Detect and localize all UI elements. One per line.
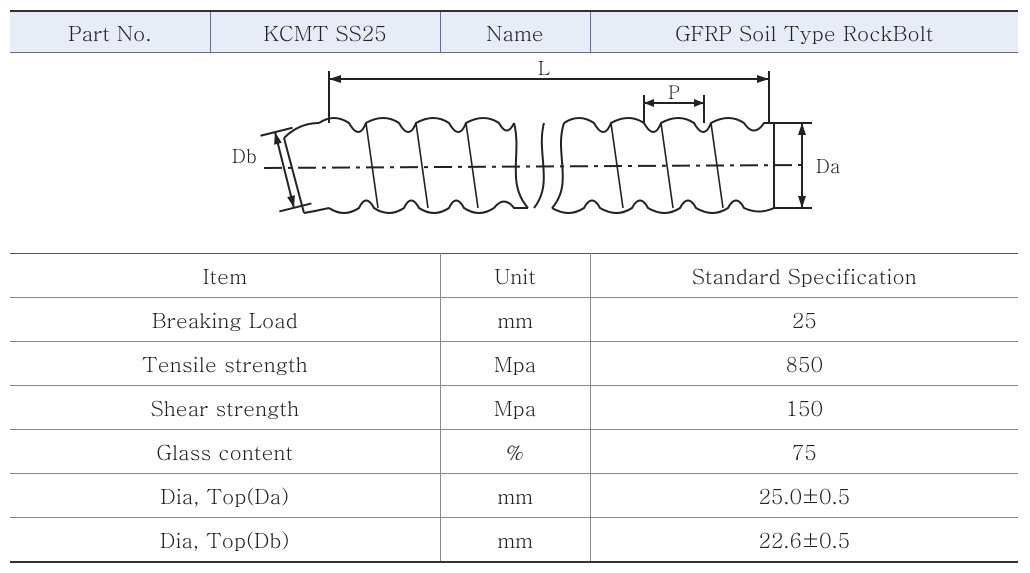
spec-unit: Mpa (440, 341, 590, 385)
spec-item: Breaking Load (10, 297, 440, 341)
spec-value: 75 (590, 429, 1018, 473)
spec-item: Dia, Top(Db) (10, 517, 440, 561)
name-value: GFRP Soil Type RockBolt (590, 12, 1018, 52)
spec-unit: mm (440, 473, 590, 517)
col-std: Standard Specification (590, 253, 1018, 297)
dim-l-label: L (538, 54, 550, 81)
spec-value: 25.0±0.5 (590, 473, 1018, 517)
dim-da-label: Da (816, 152, 840, 179)
spec-unit: % (440, 429, 590, 473)
part-no-label: Part No. (10, 12, 210, 52)
spec-unit: mm (440, 517, 590, 561)
spec-value: 850 (590, 341, 1018, 385)
dim-p-label: P (668, 80, 680, 105)
col-unit: Unit (440, 253, 590, 297)
diagram-cell: L P Da Db (10, 52, 1018, 253)
spec-item: Shear strength (10, 385, 440, 429)
dim-db-label: Db (232, 142, 257, 169)
spec-item: Glass content (10, 429, 440, 473)
spec-unit: Mpa (440, 385, 590, 429)
spec-value: 150 (590, 385, 1018, 429)
spec-unit: mm (440, 297, 590, 341)
rockbolt-diagram: L P Da Db (134, 53, 894, 253)
spec-value: 22.6±0.5 (590, 517, 1018, 561)
spec-value: 25 (590, 297, 1018, 341)
spec-item: Dia, Top(Da) (10, 473, 440, 517)
part-no-value: KCMT SS25 (210, 12, 440, 52)
spec-item: Tensile strength (10, 341, 440, 385)
col-item: Item (10, 253, 440, 297)
name-label: Name (440, 12, 590, 52)
